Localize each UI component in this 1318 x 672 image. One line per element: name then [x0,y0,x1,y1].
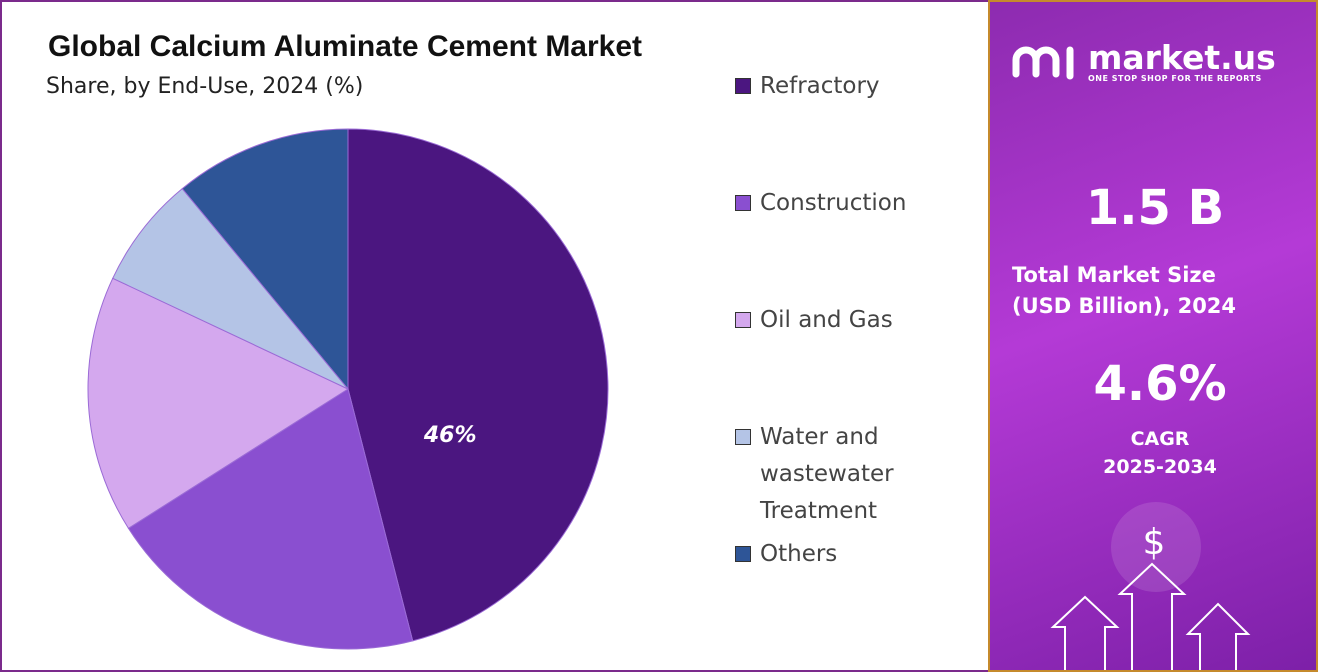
brand: market.us [1088,38,1276,77]
pie-slice [112,187,349,390]
legend-swatch [735,195,751,211]
legend-swatch [735,429,751,445]
arrows [1050,562,1251,670]
pie-slice [87,277,350,530]
logo-icon [1012,46,1074,80]
cagr-period: 2025-2034 [1103,456,1217,478]
legend-swatch [735,78,751,94]
legend-label: Construction [760,190,907,216]
legend-item: Water and wastewater Treatment [735,419,935,530]
legend-label: Others [760,541,838,567]
coin-circle [1111,502,1201,592]
panel-decoration: $ [1012,46,1251,670]
legend-swatch [735,312,751,328]
pie-chart: 46% [87,128,609,650]
chart-area: Global Calcium Aluminate Cement Market S… [0,0,988,672]
cagr-label: CAGR [1130,428,1190,450]
legend-item: Oil and Gas [735,302,935,339]
legend-label: Water and wastewater Treatment [760,424,894,524]
legend-swatch [735,546,751,562]
pie-slice [127,388,414,650]
market-size-label: Total Market Size (USD Billion), 2024 [1012,263,1237,318]
cagr: 4.6% [1093,356,1227,412]
legend-item: Refractory [735,68,935,105]
pie-slice [181,128,349,391]
dollar-icon: $ [1143,522,1166,563]
data-label: 46% [423,423,477,448]
chart-title: Global Calcium Aluminate Cement Market [48,30,643,63]
tagline: ONE STOP SHOP FOR THE REPORTS [1088,74,1262,83]
pie-slice [347,128,609,642]
legend-label: Oil and Gas [760,307,893,333]
market-size: 1.5 B [1085,180,1225,236]
chart-subtitle: Share, by End-Use, 2024 (%) [46,74,364,99]
legend-item: Construction [735,185,935,222]
legend-item: Others [735,536,935,573]
info-panel: $ market.us ONE STOP SHOP FOR THE REPORT… [988,0,1318,672]
legend-label: Refractory [760,73,880,99]
